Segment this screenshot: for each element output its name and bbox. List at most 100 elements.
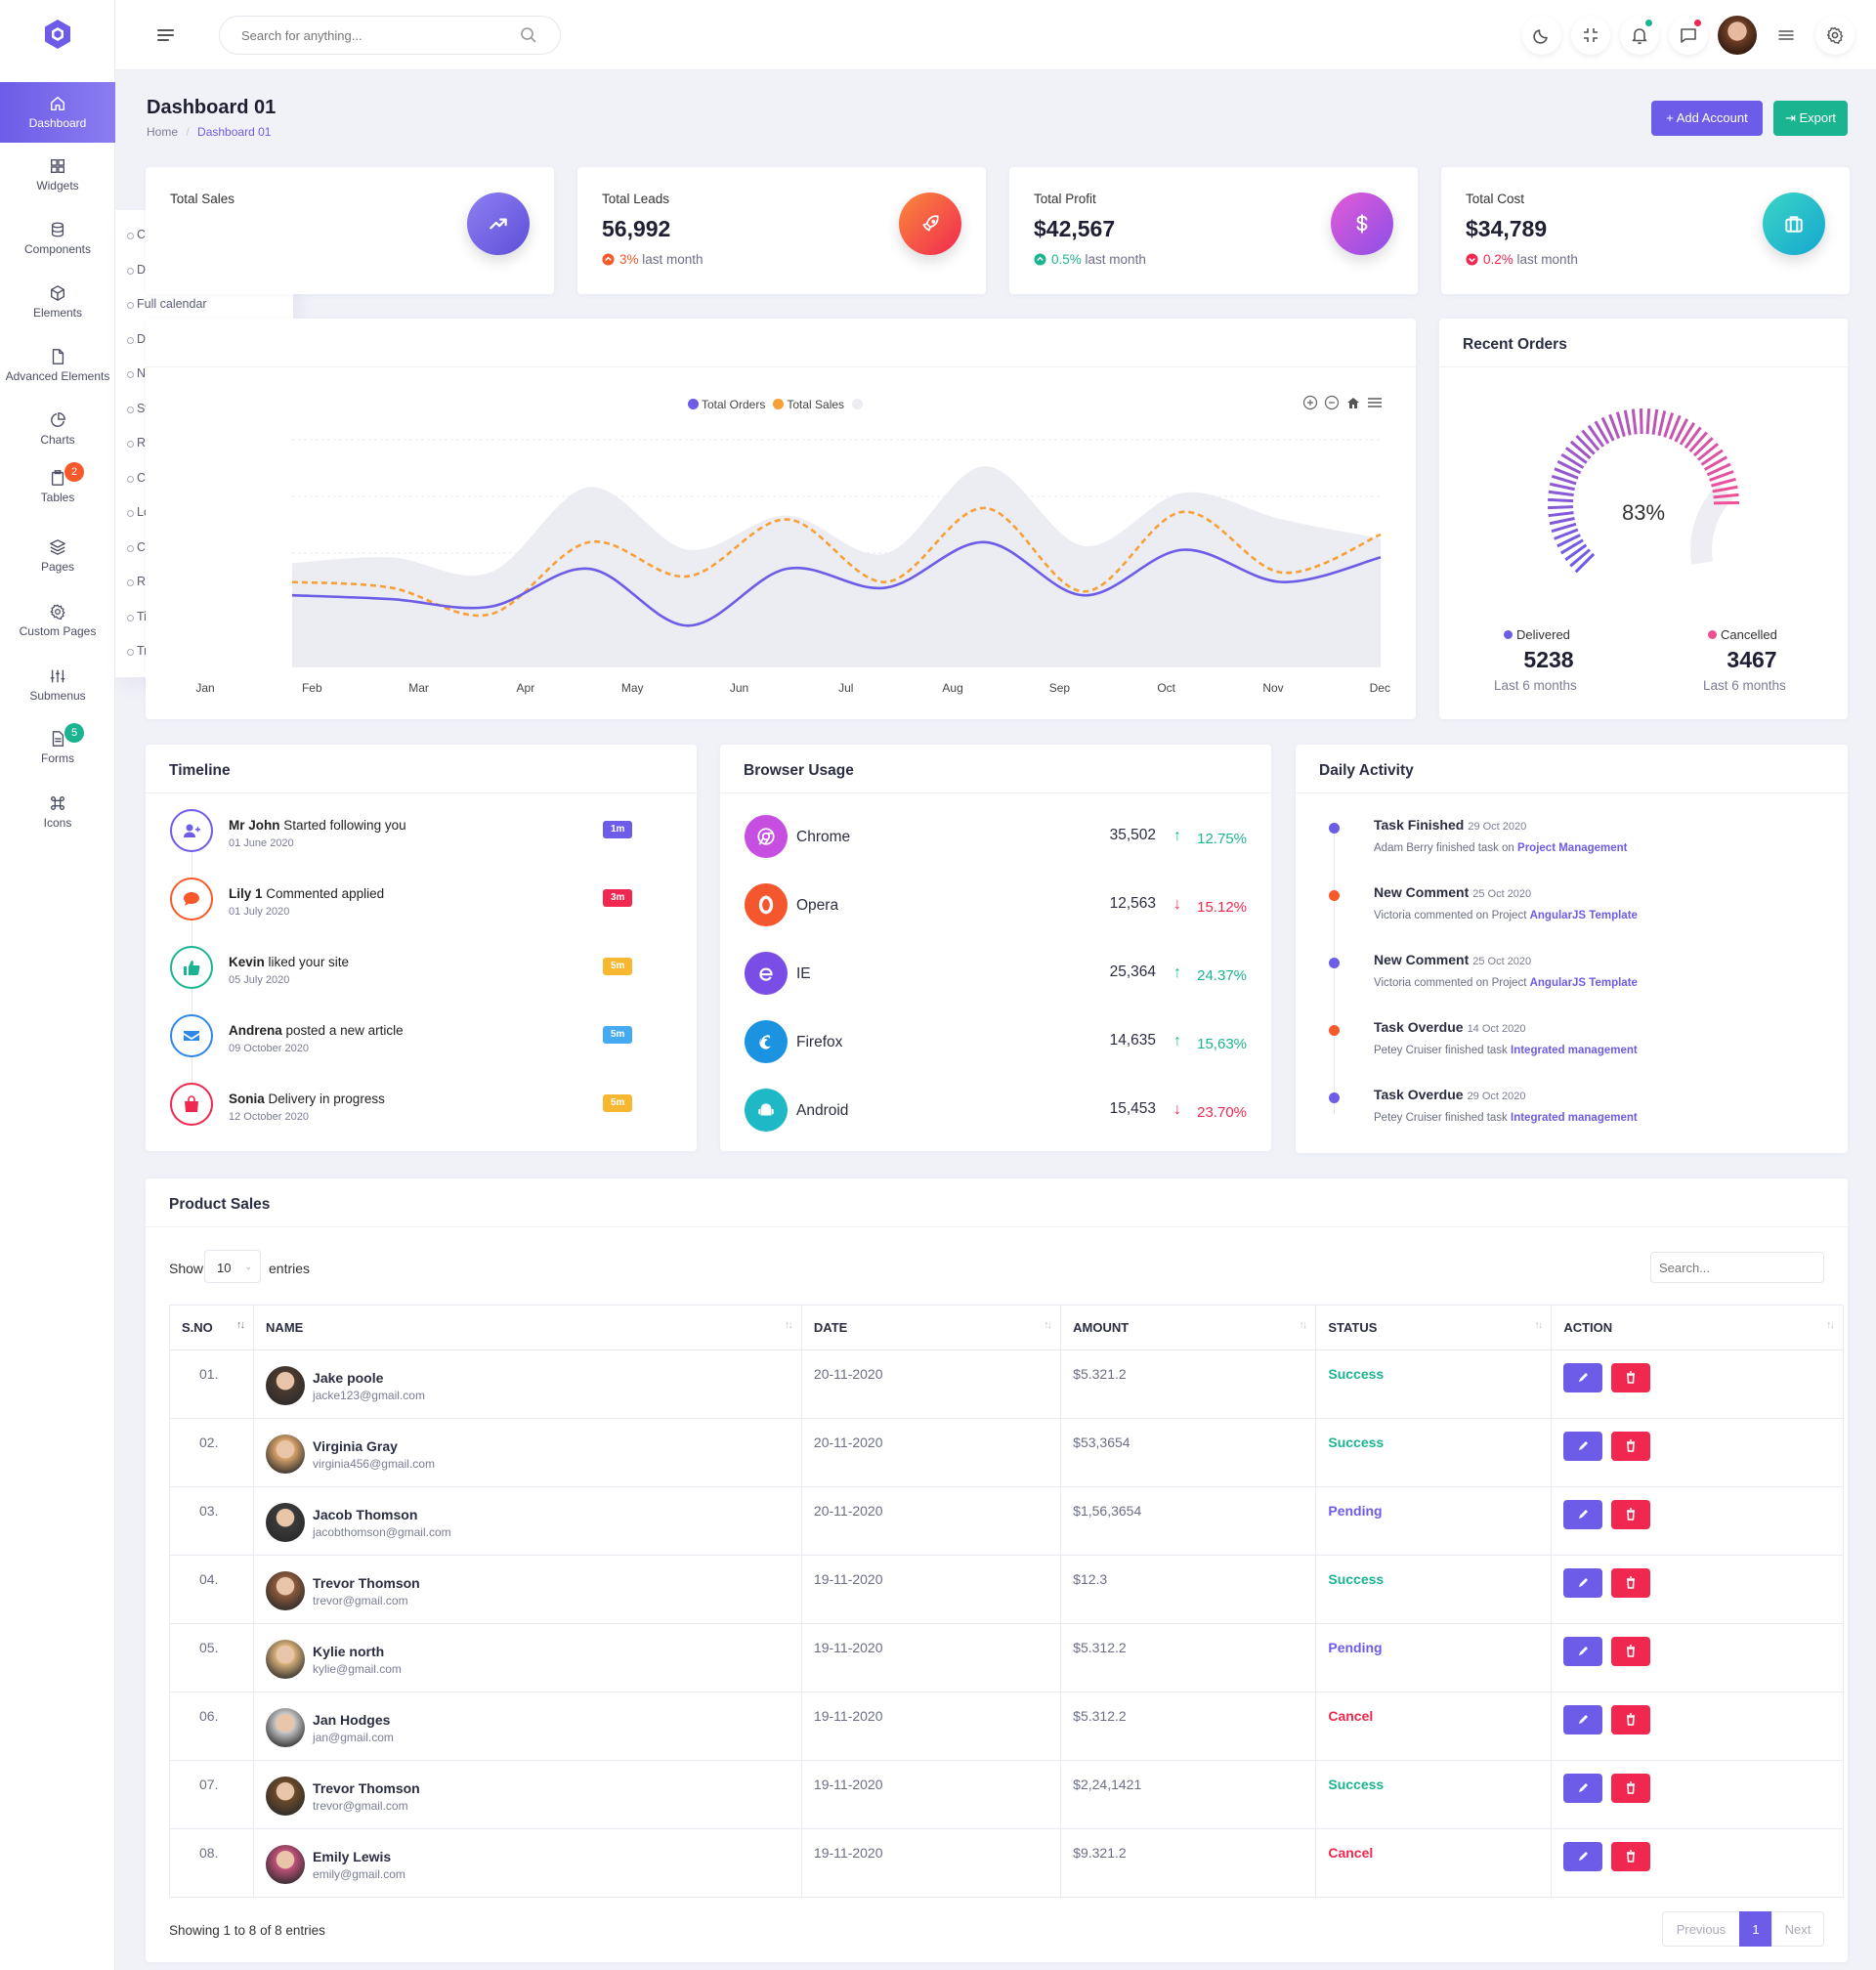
delete-button[interactable]: [1611, 1705, 1651, 1734]
activity-link[interactable]: Project Management: [1517, 842, 1628, 854]
chart-menu-icon[interactable]: [1367, 395, 1383, 410]
sidebar-item-widgets[interactable]: Widgets: [0, 145, 115, 205]
user-avatar[interactable]: [1718, 16, 1757, 55]
delete-button[interactable]: [1611, 1637, 1651, 1666]
column-header-status[interactable]: STATUS ↑↓: [1315, 1305, 1553, 1350]
activity-link[interactable]: AngularJS Template: [1529, 910, 1638, 921]
export-button[interactable]: ⇥ Export: [1773, 101, 1848, 136]
sort-icon: ↑↓: [784, 1319, 793, 1331]
entries-label: entries: [269, 1261, 311, 1276]
messages-button[interactable]: [1669, 16, 1708, 55]
pencil-icon: [1579, 1852, 1589, 1861]
search-icon[interactable]: [520, 26, 537, 44]
timeline-user[interactable]: Sonia: [229, 1092, 265, 1106]
edit-button[interactable]: [1563, 1500, 1603, 1529]
delete-button[interactable]: [1611, 1774, 1651, 1803]
timeline-user[interactable]: Andrena: [229, 1023, 282, 1038]
timeline-badge: 5m: [603, 958, 633, 975]
column-header-action[interactable]: ACTION ↑↓: [1551, 1305, 1844, 1350]
sidebar-item-elements[interactable]: Elements: [0, 272, 115, 332]
edit-button[interactable]: [1563, 1363, 1603, 1392]
sidebar-item-pages[interactable]: Pages: [0, 526, 115, 586]
home-icon[interactable]: [1345, 395, 1361, 410]
column-header-name[interactable]: NAME ↑↓: [253, 1305, 802, 1350]
timeline-user[interactable]: Mr John: [229, 818, 280, 833]
product-sales-card: Product Sales Show 10⌄ entries S.NO↑↓NAM…: [146, 1178, 1848, 1962]
legend-item[interactable]: Total Sales: [773, 398, 844, 411]
gauge-tick: [1569, 440, 1592, 460]
activity-title: New Comment 25 Oct 2020: [1374, 884, 1531, 900]
legend-item[interactable]: Total Orders: [688, 398, 765, 411]
pagination-previous[interactable]: Previous: [1662, 1911, 1740, 1947]
dark-mode-button[interactable]: [1522, 16, 1561, 55]
stat-card-total-profit: Total Profit $42,567 0.5% last month: [1009, 167, 1418, 294]
activity-link[interactable]: Integrated management: [1511, 1045, 1638, 1056]
browser-name: Firefox: [796, 1034, 843, 1050]
search-input[interactable]: [219, 16, 561, 55]
timeline-item-text: Andrena posted a new article: [229, 1023, 404, 1038]
menu-toggle-button[interactable]: [149, 20, 182, 51]
timeline-icon: [170, 878, 213, 921]
activity-desc: Petey Cruiser finished task Integrated m…: [1374, 1045, 1638, 1056]
gauge-tick: [1663, 412, 1675, 438]
sidebar-item-custom-pages[interactable]: Custom Pages: [0, 590, 115, 651]
gauge-tick: [1696, 443, 1720, 461]
sidebar-item-tables[interactable]: Tables 2: [0, 456, 115, 517]
activity-title-text: Task Finished: [1374, 817, 1465, 833]
fullscreen-button[interactable]: [1571, 16, 1610, 55]
notifications-button[interactable]: [1620, 16, 1659, 55]
sidebar-item-forms[interactable]: Forms 5: [0, 717, 115, 778]
row-amount: $53,3654: [1060, 1418, 1317, 1487]
sidebar-item-components[interactable]: Components: [0, 208, 115, 269]
row-status: Pending: [1315, 1623, 1553, 1692]
delete-button[interactable]: [1611, 1363, 1651, 1392]
sidebar-item-advanced-elements[interactable]: Advanced Elements: [0, 335, 115, 396]
breadcrumb-home[interactable]: Home: [147, 125, 179, 139]
timeline-user[interactable]: Lily 1: [229, 886, 263, 901]
legend-item[interactable]: [852, 398, 866, 411]
timeline-icon: [170, 946, 213, 989]
activity-link[interactable]: AngularJS Template: [1529, 977, 1638, 989]
gauge-tick: [1551, 474, 1577, 486]
delete-button[interactable]: [1611, 1842, 1651, 1871]
delete-button[interactable]: [1611, 1432, 1651, 1461]
box-icon: [51, 285, 64, 301]
activity-title-text: New Comment: [1374, 952, 1470, 967]
settings-button[interactable]: [1815, 16, 1855, 55]
submenu-item[interactable]: Full calendar: [127, 297, 207, 311]
pagination-page-1[interactable]: 1: [1739, 1911, 1772, 1947]
activity-link[interactable]: Integrated management: [1511, 1112, 1638, 1124]
chart-legend: Total Orders Total Sales: [688, 398, 874, 411]
column-header-date[interactable]: DATE ↑↓: [800, 1305, 1062, 1350]
column-header-amount[interactable]: AMOUNT ↑↓: [1060, 1305, 1317, 1350]
sidebar-item-icons[interactable]: Icons: [0, 782, 115, 842]
sidebar-right-button[interactable]: [1767, 16, 1806, 55]
delete-button[interactable]: [1611, 1568, 1651, 1598]
zoom-out-icon[interactable]: [1324, 395, 1340, 410]
gauge-tick: [1706, 462, 1731, 477]
sidebar-item-label: Elements: [32, 306, 83, 320]
activity-desc-text: Victoria commented on Project: [1374, 977, 1527, 989]
user-plus-icon: [184, 824, 200, 837]
edit-button[interactable]: [1563, 1568, 1603, 1598]
sidebar-item-dashboard[interactable]: Dashboard: [0, 82, 115, 143]
entries-select[interactable]: 10 ⌄: [204, 1250, 261, 1283]
delete-button[interactable]: [1611, 1500, 1651, 1529]
pagination-next[interactable]: Next: [1771, 1911, 1824, 1947]
settings-icon: [49, 603, 66, 621]
edit-button[interactable]: [1563, 1432, 1603, 1461]
edit-button[interactable]: [1563, 1774, 1603, 1803]
edit-button[interactable]: [1563, 1705, 1603, 1734]
add-account-button[interactable]: + Add Account: [1651, 101, 1763, 136]
table-search-input[interactable]: [1650, 1252, 1824, 1283]
zoom-in-icon[interactable]: [1302, 395, 1318, 410]
edit-button[interactable]: [1563, 1842, 1603, 1871]
edit-button[interactable]: [1563, 1637, 1603, 1666]
column-header-sno[interactable]: S.NO ↑↓: [168, 1305, 255, 1350]
timeline-user[interactable]: Kevin: [229, 955, 265, 969]
sidebar-item-submenus[interactable]: Submenus: [0, 655, 115, 715]
x-tick-label: Sep: [1048, 681, 1071, 695]
logo-icon[interactable]: [43, 19, 72, 50]
gauge-tick: [1684, 426, 1702, 450]
sidebar-item-charts[interactable]: Charts: [0, 399, 115, 459]
